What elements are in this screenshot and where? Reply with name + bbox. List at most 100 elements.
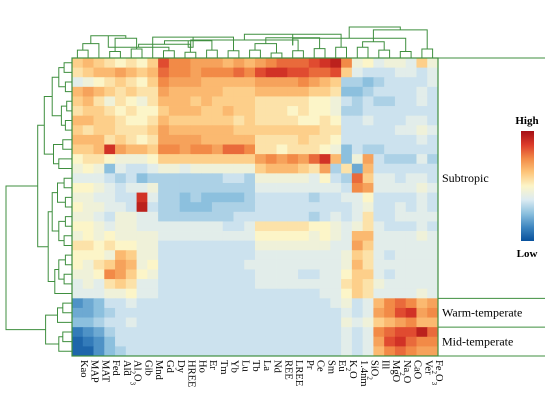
heatmap-cell xyxy=(115,346,127,357)
dendrogram-branch xyxy=(348,26,401,39)
heatmap-cell xyxy=(82,182,94,193)
column-label: Ald xyxy=(121,360,132,377)
heatmap-cell xyxy=(427,231,439,242)
heatmap-cell xyxy=(125,279,137,290)
heatmap-cell xyxy=(233,250,245,261)
heatmap-cell xyxy=(168,202,181,213)
heatmap-cell xyxy=(255,346,267,357)
heatmap-cell xyxy=(405,346,417,357)
heatmap-cell xyxy=(136,96,148,107)
heatmap-cell xyxy=(222,298,234,309)
heatmap-cell xyxy=(147,154,159,165)
heatmap-cell xyxy=(211,269,224,280)
heatmap-cell xyxy=(255,250,267,261)
heatmap-cell xyxy=(416,317,428,328)
heatmap-cell xyxy=(82,115,94,126)
heatmap-cell xyxy=(115,279,127,290)
heatmap-cell xyxy=(351,221,364,232)
column-label: Kao xyxy=(78,360,89,378)
heatmap-cell xyxy=(244,231,256,242)
heatmap-cell xyxy=(265,115,277,126)
heatmap-cell xyxy=(222,231,234,242)
heatmap-cell xyxy=(416,58,428,69)
heatmap-cell xyxy=(265,96,277,107)
heatmap-cell xyxy=(147,134,159,145)
heatmap-cell xyxy=(233,327,245,338)
heatmap-cell xyxy=(211,202,224,213)
heatmap-cell xyxy=(394,58,407,69)
dendrogram-branch xyxy=(5,185,46,331)
heatmap-cell xyxy=(255,231,267,242)
heatmap-cell xyxy=(405,298,417,309)
heatmap-cell xyxy=(405,67,417,78)
heatmap-cell xyxy=(330,279,342,290)
heatmap-cell xyxy=(384,154,396,165)
heatmap-cell xyxy=(158,317,170,328)
dendrogram-branch xyxy=(82,43,100,58)
heatmap-cell xyxy=(265,106,277,117)
heatmap-cell xyxy=(416,250,428,261)
heatmap-cell xyxy=(136,182,148,193)
heatmap-cell xyxy=(298,202,310,213)
heatmap-cell xyxy=(308,77,320,88)
heatmap-cell xyxy=(168,279,181,290)
heatmap-cell xyxy=(319,231,331,242)
heatmap-cell xyxy=(211,182,224,193)
heatmap-cell xyxy=(265,317,277,328)
heatmap-cell xyxy=(330,115,342,126)
heatmap-cell xyxy=(72,67,84,78)
heatmap-cell xyxy=(222,202,234,213)
heatmap-cell xyxy=(72,307,84,318)
heatmap-cell xyxy=(405,96,417,107)
heatmap-cell xyxy=(308,154,320,165)
heatmap-cell xyxy=(82,192,94,203)
heatmap-cell xyxy=(287,106,299,117)
heatmap-cell xyxy=(244,279,256,290)
heatmap-cell xyxy=(384,58,396,69)
heatmap-cell xyxy=(201,288,213,299)
heatmap-cell xyxy=(384,327,396,338)
dendrogram-branch xyxy=(64,196,72,208)
heatmap-cell xyxy=(93,192,105,203)
heatmap-cell xyxy=(330,144,342,155)
heatmap-cell xyxy=(255,211,267,222)
heatmap-cell xyxy=(319,221,331,232)
heatmap-cell xyxy=(330,250,342,261)
heatmap-cell xyxy=(233,67,245,78)
heatmap-cell xyxy=(276,58,288,69)
heatmap-cell xyxy=(82,134,94,145)
heatmap-cell xyxy=(72,144,84,155)
heatmap-cell xyxy=(136,307,148,318)
heatmap-cell xyxy=(136,115,148,126)
heatmap-cell xyxy=(298,259,310,270)
heatmap-cell xyxy=(147,269,159,280)
heatmap-cell xyxy=(72,279,84,290)
heatmap-cell xyxy=(308,327,320,338)
heatmap-cell xyxy=(330,182,342,193)
heatmap-cell xyxy=(244,317,256,328)
heatmap-cell xyxy=(233,134,245,145)
dendrogram-branch xyxy=(249,49,261,58)
heatmap-cell xyxy=(405,336,417,347)
heatmap-cell xyxy=(211,317,224,328)
heatmap-cell xyxy=(72,221,84,232)
heatmap-cell xyxy=(298,67,310,78)
heatmap-cell xyxy=(384,106,396,117)
heatmap-cell xyxy=(319,269,331,280)
heatmap-cell xyxy=(104,231,116,242)
heatmap-cell xyxy=(384,115,396,126)
heatmap-cell xyxy=(276,173,288,184)
heatmap-cell xyxy=(394,288,407,299)
heatmap-cell xyxy=(244,86,256,97)
heatmap-cell xyxy=(158,298,170,309)
heatmap-cell xyxy=(158,307,170,318)
heatmap-cell xyxy=(265,298,277,309)
heatmap-cell xyxy=(287,221,299,232)
heatmap-cell xyxy=(211,307,224,318)
heatmap-cell xyxy=(330,125,342,136)
heatmap-cell xyxy=(405,58,417,69)
heatmap-cell xyxy=(179,77,191,88)
heatmap-cell xyxy=(93,269,105,280)
heatmap-cell xyxy=(330,134,342,145)
heatmap-cell xyxy=(255,86,267,97)
